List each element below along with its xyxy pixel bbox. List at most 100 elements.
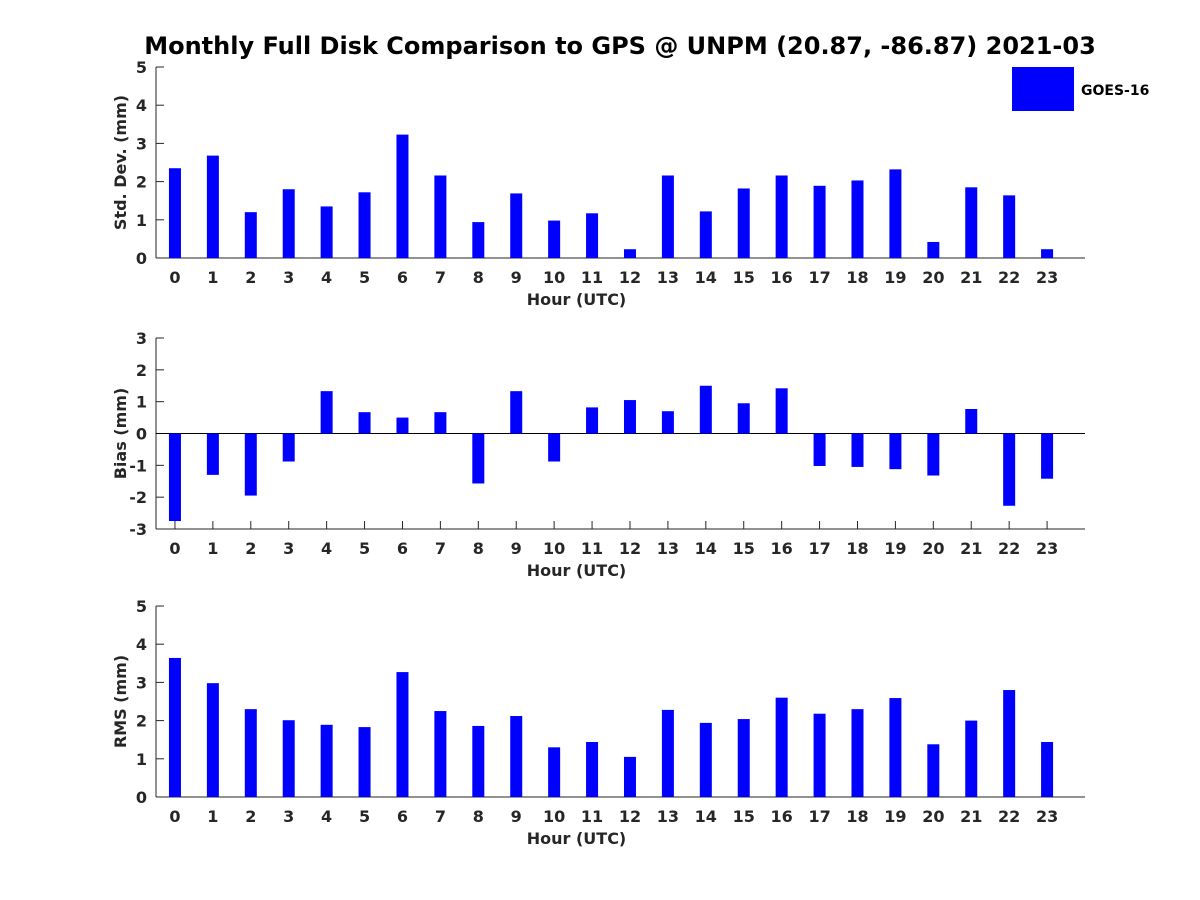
- bias-bar: [434, 412, 447, 434]
- bias-x-tick-label: 7: [435, 539, 446, 558]
- std-dev-x-tick-label: 5: [359, 268, 370, 287]
- rms-bar: [661, 709, 674, 797]
- std-dev-x-tick-label: 0: [169, 268, 180, 287]
- bias-bar: [775, 388, 788, 434]
- bias-bar: [889, 433, 902, 470]
- rms-y-axis-label: RMS (mm): [111, 655, 130, 748]
- std-dev-bar: [623, 249, 636, 258]
- bias-x-tick-label: 15: [733, 539, 755, 558]
- rms-bar: [586, 741, 599, 797]
- std-dev-x-tick-label: 3: [283, 268, 294, 287]
- bias-x-tick-label: 2: [245, 539, 256, 558]
- rms-x-axis-label: Hour (UTC): [527, 829, 627, 848]
- std-dev-x-tick-label: 19: [884, 268, 906, 287]
- bias-bar: [548, 433, 561, 462]
- rms-bar: [358, 727, 371, 797]
- bias-x-tick-label: 5: [359, 539, 370, 558]
- std-dev-x-tick-label: 17: [808, 268, 830, 287]
- rms-bar: [206, 683, 219, 797]
- std-dev-bar: [889, 169, 902, 258]
- std-dev-bar: [737, 188, 750, 258]
- std-dev-y-tick-label: 5: [136, 58, 147, 77]
- rms-bar: [737, 719, 750, 797]
- rms-bar: [472, 725, 485, 797]
- rms-bar: [510, 716, 523, 797]
- bias-bar: [1041, 433, 1054, 479]
- rms-bar: [927, 744, 940, 797]
- std-dev-x-tick-label: 6: [397, 268, 408, 287]
- rms-x-tick-label: 13: [657, 807, 679, 826]
- std-dev-y-tick-label: 0: [136, 249, 147, 268]
- bias-x-tick-label: 1: [207, 539, 218, 558]
- std-dev-x-tick-label: 18: [846, 268, 868, 287]
- rms-x-tick-label: 9: [511, 807, 522, 826]
- bias-x-tick-label: 13: [657, 539, 679, 558]
- std-dev-x-tick-label: 10: [543, 268, 565, 287]
- std-dev-x-tick-label: 21: [960, 268, 982, 287]
- std-dev-x-tick-label: 14: [695, 268, 717, 287]
- rms-y-tick-label: 0: [136, 788, 147, 807]
- std-dev-x-tick-label: 8: [473, 268, 484, 287]
- std-dev-y-axis-label: Std. Dev. (mm): [111, 95, 130, 230]
- std-dev-bar: [206, 155, 219, 258]
- std-dev-bar: [775, 175, 788, 258]
- bias-x-tick-label: 22: [998, 539, 1020, 558]
- legend: GOES-16: [1012, 67, 1149, 111]
- bias-x-tick-label: 16: [771, 539, 793, 558]
- std-dev-x-tick-label: 7: [435, 268, 446, 287]
- std-dev-y-tick-label: 3: [136, 134, 147, 153]
- bias-x-tick-label: 10: [543, 539, 565, 558]
- bias-bar: [510, 391, 523, 434]
- bias-bar: [661, 411, 674, 434]
- std-dev-x-tick-label: 9: [511, 268, 522, 287]
- std-dev-y-tick-label: 4: [136, 96, 147, 115]
- rms-y-tick-label: 4: [136, 635, 147, 654]
- rms-bar: [1003, 690, 1016, 797]
- bias-x-tick-label: 17: [808, 539, 830, 558]
- std-dev-x-axis-label: Hour (UTC): [527, 290, 627, 309]
- rms-x-tick-label: 21: [960, 807, 982, 826]
- rms-bar: [813, 713, 826, 797]
- rms-y-tick-label: 3: [136, 673, 147, 692]
- std-dev-bar: [168, 168, 181, 258]
- bias-bar: [851, 433, 864, 467]
- rms-x-tick-label: 1: [207, 807, 218, 826]
- bias-bar: [282, 433, 295, 462]
- rms-bar: [1041, 741, 1054, 797]
- std-dev-bar: [396, 134, 409, 258]
- bias-bar: [358, 412, 371, 434]
- std-dev-bar: [661, 175, 674, 258]
- rms-bar: [851, 709, 864, 797]
- std-dev-bar: [358, 192, 371, 258]
- rms-bar: [699, 722, 712, 797]
- std-dev-bar: [434, 175, 447, 258]
- bias-bar: [168, 433, 181, 522]
- std-dev-x-tick-label: 20: [922, 268, 944, 287]
- rms-x-tick-label: 3: [283, 807, 294, 826]
- bias-x-tick-label: 6: [397, 539, 408, 558]
- bias-y-tick-label: -3: [129, 520, 147, 539]
- std-dev-x-tick-label: 11: [581, 268, 603, 287]
- rms-x-tick-label: 4: [321, 807, 332, 826]
- bias-bar: [472, 433, 485, 484]
- std-dev-y-tick-label: 2: [136, 173, 147, 192]
- std-dev-x-tick-label: 2: [245, 268, 256, 287]
- std-dev-x-tick-label: 1: [207, 268, 218, 287]
- std-dev-bar: [548, 220, 561, 258]
- std-dev-x-tick-label: 4: [321, 268, 332, 287]
- bias-bar: [927, 433, 940, 476]
- rms-x-tick-label: 12: [619, 807, 641, 826]
- std-dev-bar: [699, 211, 712, 258]
- std-dev-bar: [813, 185, 826, 258]
- bias-bar: [586, 407, 599, 434]
- bias-bar: [396, 417, 409, 434]
- std-dev-bar: [586, 213, 599, 258]
- rms-bar: [282, 720, 295, 797]
- rms-x-tick-label: 5: [359, 807, 370, 826]
- bias-y-tick-label: 1: [136, 393, 147, 412]
- rms-x-tick-label: 22: [998, 807, 1020, 826]
- bias-x-axis-label: Hour (UTC): [527, 561, 627, 580]
- legend-swatch: [1012, 67, 1074, 111]
